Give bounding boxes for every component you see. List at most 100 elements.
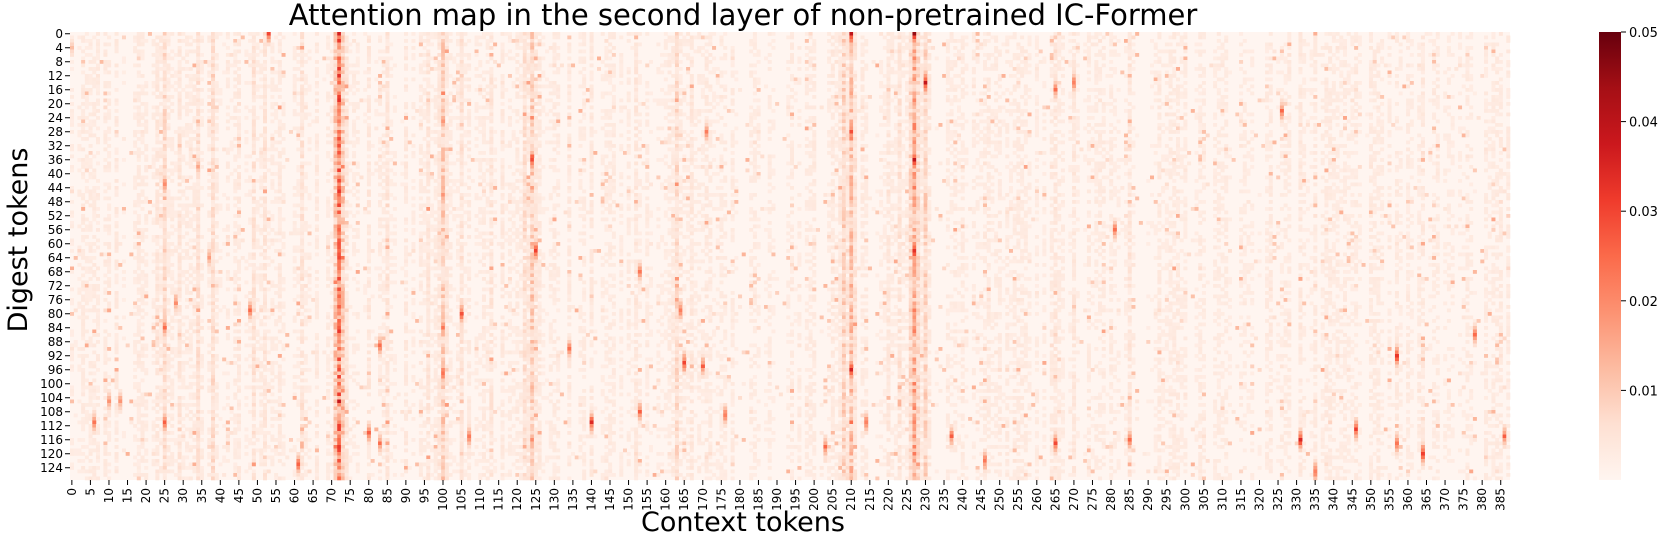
heatmap-cell [340,88,345,92]
heatmap-cell [441,84,446,89]
heatmap-cell [233,56,238,61]
heatmap-cell [838,91,843,96]
heatmap-cell [1157,74,1162,78]
heatmap-cell [674,70,679,75]
heatmap-cell [381,49,386,54]
heatmap-cell [459,98,464,103]
heatmap-cell [1068,32,1073,36]
heatmap-cell [541,70,546,75]
heatmap-cell [879,105,884,110]
heatmap-cell [507,144,512,148]
heatmap-cell [697,35,702,40]
heatmap-cell [626,91,631,96]
heatmap-cell [162,46,167,50]
heatmap-cell [314,119,319,124]
heatmap-cell [994,91,999,96]
heatmap-cell [1127,74,1132,78]
heatmap-cell [418,109,423,113]
heatmap-cell [767,98,772,103]
heatmap-cell [1112,67,1117,71]
heatmap-cell [185,35,190,40]
heatmap-cell [945,70,950,75]
heatmap-cell [77,35,82,40]
heatmap-cell [385,49,390,54]
heatmap-cell [942,74,947,78]
heatmap-cell [556,123,561,127]
heatmap-cell [95,74,100,78]
heatmap-cell [1465,63,1470,68]
heatmap-cell [1124,140,1129,145]
heatmap-cell [166,81,171,85]
heatmap-cell [441,49,446,54]
heatmap-cell [448,144,453,148]
heatmap-cell [385,119,390,124]
heatmap-cell [589,35,594,40]
heatmap-cell [619,74,624,78]
heatmap-cell [1072,63,1077,68]
heatmap-cell [1346,74,1351,78]
heatmap-cell [912,102,917,106]
heatmap-cell [1265,98,1270,103]
heatmap-cell [749,123,754,127]
heatmap-cell [229,144,234,148]
heatmap-cell [441,119,446,124]
heatmap-cell [1279,105,1284,110]
heatmap-cell [437,70,442,75]
heatmap-cell [953,53,958,57]
heatmap-cell [634,105,639,110]
heatmap-cell [463,53,468,57]
heatmap-cell [923,88,928,92]
heatmap-cell [1298,95,1303,99]
heatmap-cell [1432,39,1437,43]
heatmap-cell [1001,42,1006,47]
heatmap-cell [489,144,494,148]
heatmap-cell [489,67,494,71]
heatmap-cell [556,112,561,117]
heatmap-cell [352,74,357,78]
heatmap-cell [251,77,256,82]
heatmap-cell [1112,70,1117,75]
heatmap-cell [211,116,216,120]
heatmap-cell [441,67,446,71]
heatmap-cell [348,102,353,106]
heatmap-cell [812,116,817,120]
heatmap-cell [1461,74,1466,78]
heatmap-cell [1086,116,1091,120]
heatmap-cell [88,81,93,85]
heatmap-cell [92,84,97,89]
heatmap-cell [1168,137,1173,141]
heatmap-cell [437,144,442,148]
heatmap-cell [300,77,305,82]
heatmap-cell [177,39,182,43]
heatmap-cell [1198,140,1203,145]
heatmap-cell [1239,91,1244,96]
heatmap-cell [1023,109,1028,113]
heatmap-cell [626,130,631,134]
heatmap-cell [1372,91,1377,96]
heatmap-cell [1328,109,1333,113]
heatmap-cell [1298,32,1303,36]
heatmap-cell [637,123,642,127]
heatmap-cell [945,39,950,43]
heatmap-cell [307,56,312,61]
heatmap-cell [255,53,260,57]
heatmap-cell [300,56,305,61]
heatmap-cell [1406,46,1411,50]
heatmap-cell [381,63,386,68]
heatmap-cell [1283,116,1288,120]
heatmap-cell [608,144,613,148]
heatmap-cell [1239,123,1244,127]
heatmap-cell [352,91,357,96]
heatmap-cell [578,56,583,61]
heatmap-cell [352,77,357,82]
heatmap-cell [1168,98,1173,103]
heatmap-cell [1086,140,1091,145]
heatmap-cell [790,74,795,78]
heatmap-cell [682,144,687,148]
heatmap-cell [489,91,494,96]
heatmap-cell [916,46,921,50]
heatmap-cell [1198,112,1203,117]
heatmap-cell [849,105,854,110]
heatmap-cell [1023,88,1028,92]
heatmap-cell [326,35,331,40]
